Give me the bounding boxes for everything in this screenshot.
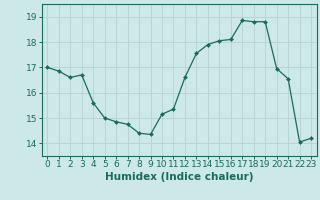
X-axis label: Humidex (Indice chaleur): Humidex (Indice chaleur) — [105, 172, 253, 182]
